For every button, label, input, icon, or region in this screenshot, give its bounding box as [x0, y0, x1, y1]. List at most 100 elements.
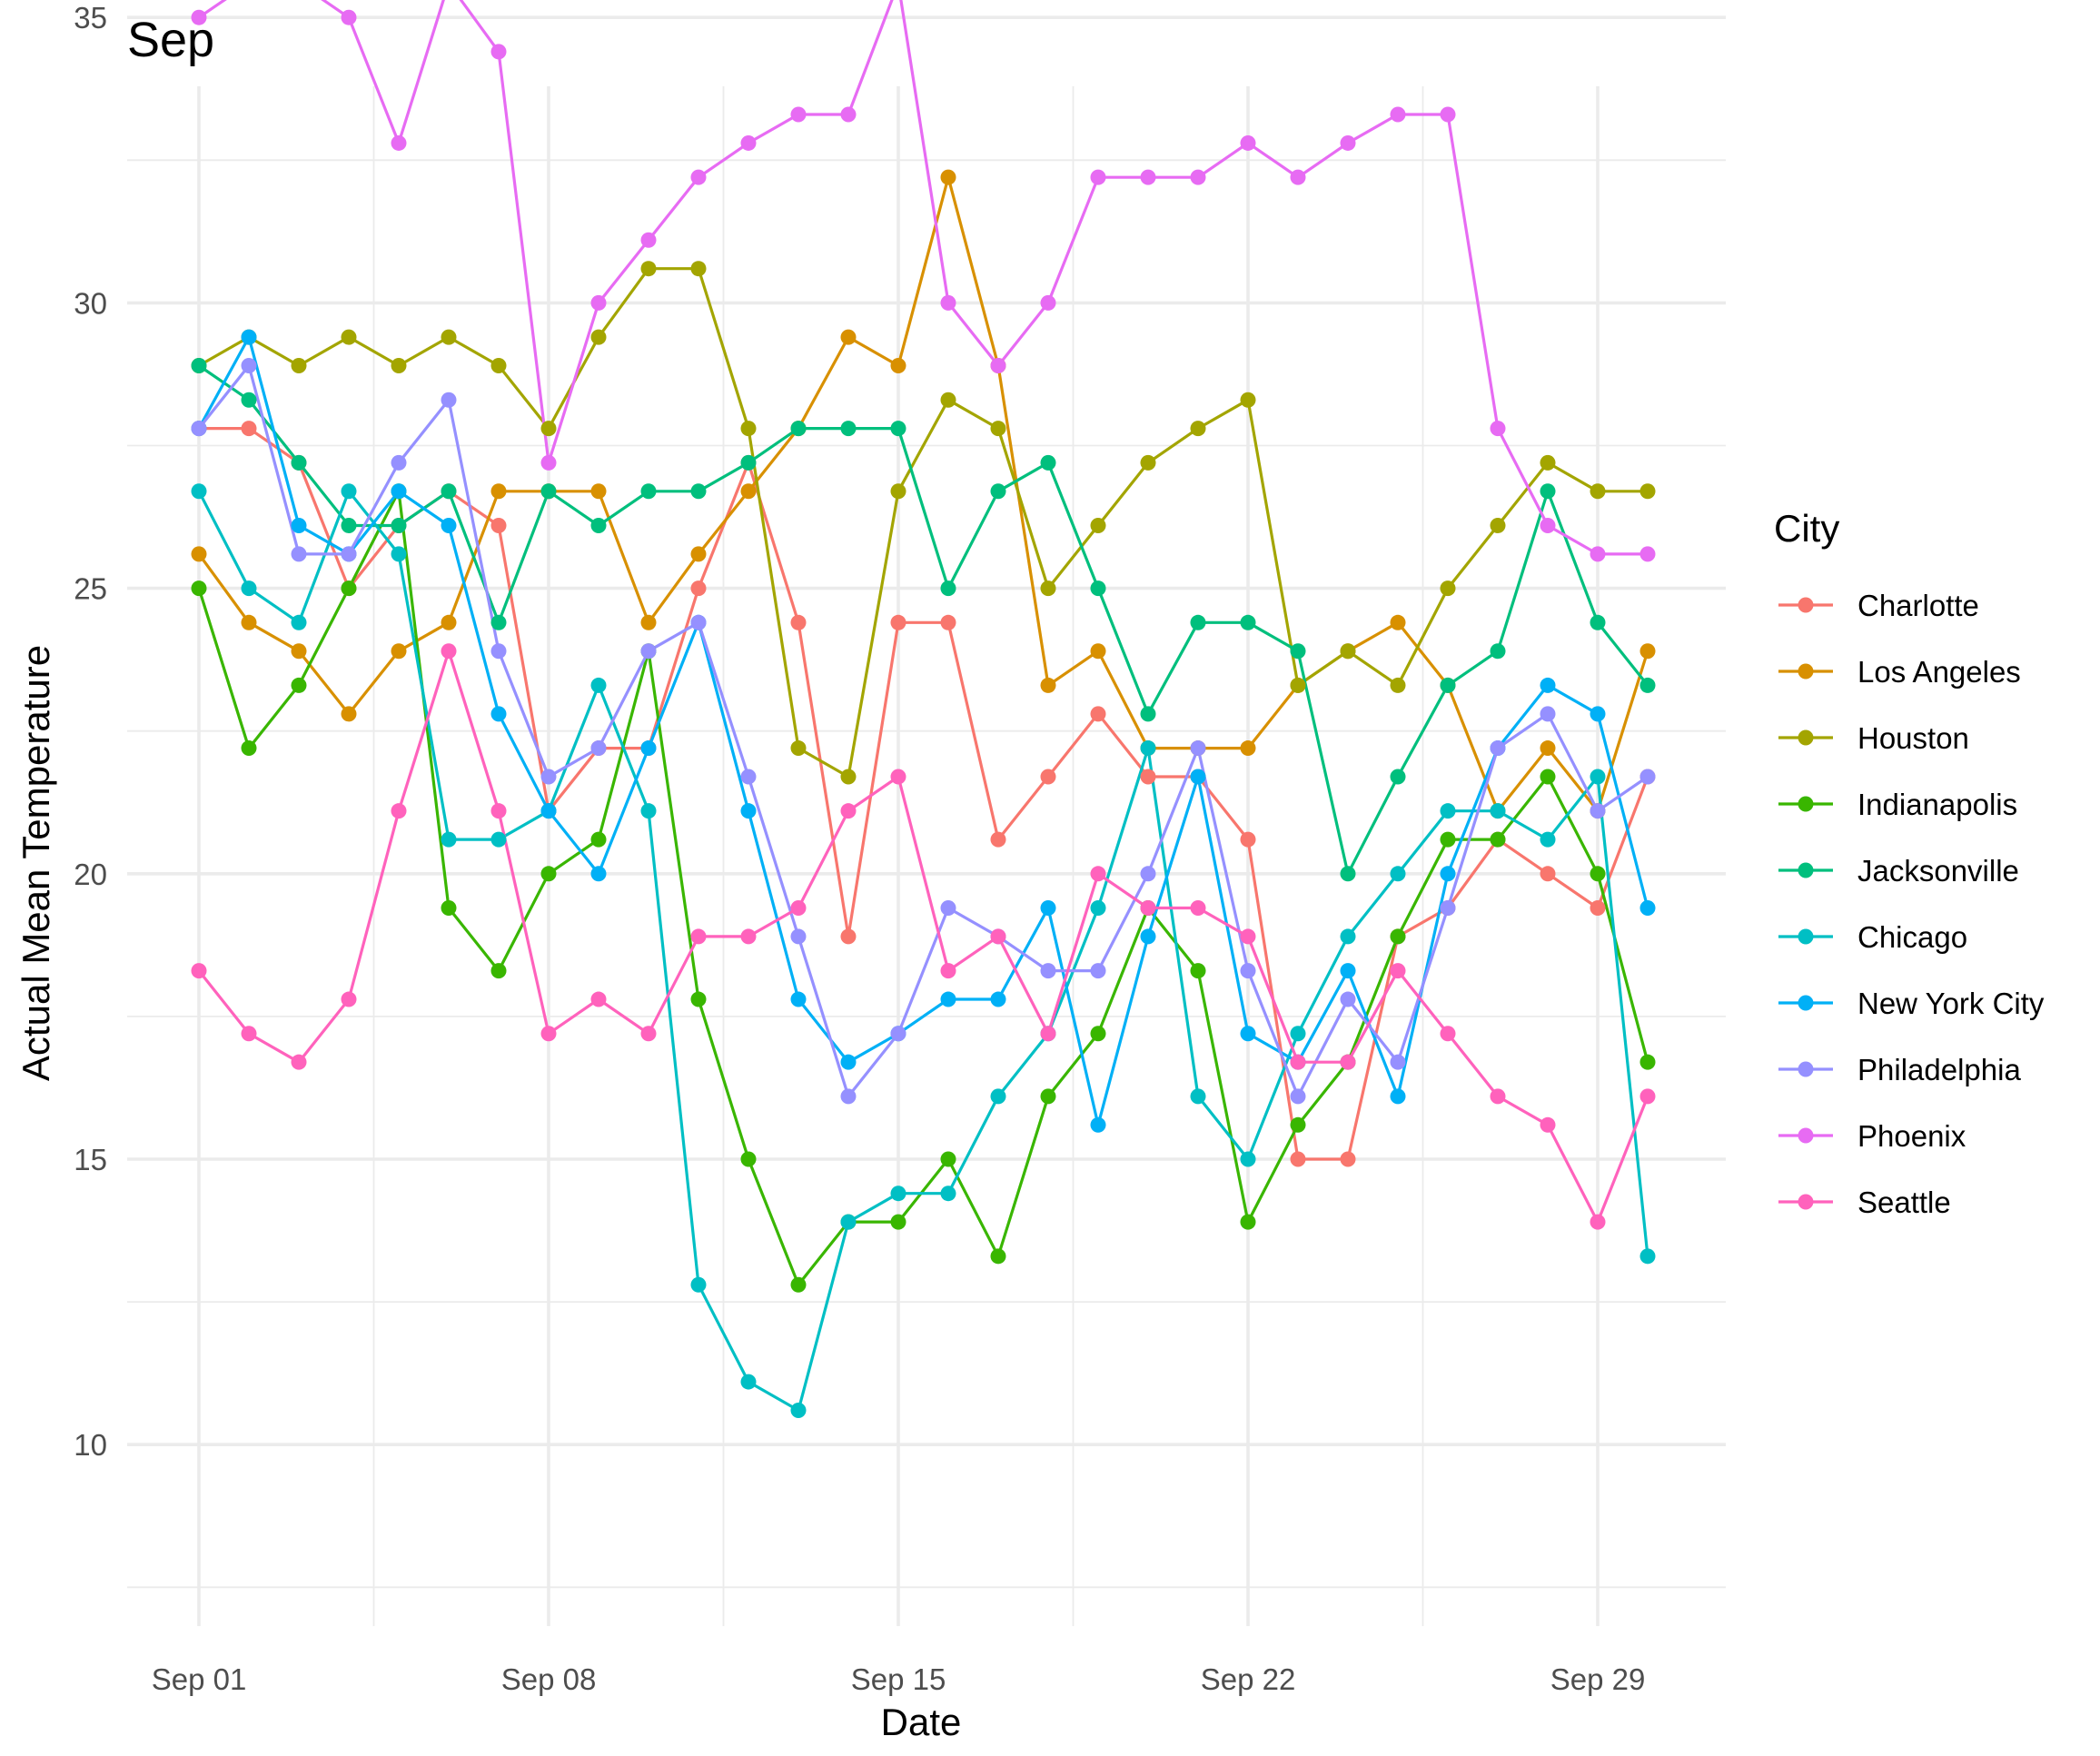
data-point — [241, 740, 257, 757]
y-axis-tick-labels: 10 15 20 25 30 35 — [74, 1, 107, 1462]
data-point — [391, 454, 407, 471]
y-axis-title: Actual Mean Temperature — [15, 645, 57, 1081]
legend-label: Philadelphia — [1857, 1053, 2021, 1086]
data-point — [241, 329, 257, 345]
data-point — [1590, 866, 1606, 882]
data-point — [1390, 677, 1406, 693]
data-point — [790, 106, 807, 123]
data-point — [990, 483, 1006, 500]
data-point — [790, 928, 807, 945]
data-point — [690, 261, 707, 277]
data-point — [441, 643, 457, 660]
data-point — [341, 580, 357, 597]
series-line — [197, 363, 1649, 1098]
data-point — [740, 454, 757, 471]
legend-label: Jacksonville — [1857, 854, 2019, 888]
data-point — [590, 483, 607, 500]
data-point — [1340, 928, 1356, 945]
legend-key-point — [1798, 928, 1814, 945]
data-point — [990, 1088, 1006, 1105]
data-point — [191, 483, 207, 500]
data-point — [1390, 106, 1406, 123]
data-point — [1190, 740, 1206, 757]
data-point — [490, 706, 507, 722]
data-point — [1540, 740, 1556, 757]
data-point — [1390, 1088, 1406, 1105]
data-point — [740, 134, 757, 151]
data-point — [790, 421, 807, 437]
data-point — [640, 740, 657, 757]
data-point — [1540, 866, 1556, 882]
data-point — [940, 294, 956, 311]
data-point — [1340, 991, 1356, 1007]
data-point — [740, 1374, 757, 1390]
data-point — [1190, 963, 1206, 979]
data-point — [191, 963, 207, 979]
data-point — [1190, 421, 1206, 437]
series-line — [197, 175, 1649, 813]
data-point — [1190, 900, 1206, 917]
data-point — [1639, 643, 1656, 660]
data-point — [1390, 1054, 1406, 1070]
y-tick-label: 15 — [74, 1143, 107, 1176]
data-point — [1440, 580, 1456, 597]
data-point — [1090, 900, 1106, 917]
data-point — [690, 1276, 707, 1293]
data-point — [940, 392, 956, 408]
data-point — [1639, 483, 1656, 500]
data-point — [441, 831, 457, 848]
data-point — [590, 517, 607, 533]
series-line — [199, 427, 1649, 1161]
data-point — [1440, 831, 1456, 848]
data-point — [1140, 900, 1156, 917]
data-point — [890, 483, 906, 500]
legend-label: Chicago — [1857, 920, 1967, 954]
data-point — [640, 614, 657, 630]
data-point — [1590, 546, 1606, 562]
series-points — [191, 9, 1656, 1418]
data-point — [490, 643, 507, 660]
data-point — [1390, 928, 1406, 945]
data-point — [1590, 1214, 1606, 1230]
data-point — [1090, 517, 1106, 533]
data-point — [291, 546, 307, 562]
data-point — [1490, 517, 1506, 533]
data-point — [640, 643, 657, 660]
data-point — [1040, 294, 1056, 311]
data-point — [1540, 677, 1556, 693]
data-point — [1440, 1026, 1456, 1042]
data-point — [840, 329, 857, 345]
data-point — [690, 928, 707, 945]
data-point — [191, 358, 207, 374]
data-point — [1340, 643, 1356, 660]
data-point — [291, 517, 307, 533]
data-point — [1490, 831, 1506, 848]
data-point — [1140, 706, 1156, 722]
data-point — [241, 421, 257, 437]
data-point — [990, 358, 1006, 374]
data-point — [391, 134, 407, 151]
data-point — [341, 546, 357, 562]
data-point — [840, 1214, 857, 1230]
data-point — [890, 1026, 906, 1042]
data-point — [1540, 1116, 1556, 1133]
data-point — [1290, 1088, 1306, 1105]
data-point — [341, 991, 357, 1007]
data-point — [640, 232, 657, 248]
legend-key-point — [1798, 862, 1814, 878]
data-point — [740, 928, 757, 945]
x-tick-label: Sep 15 — [851, 1662, 946, 1696]
data-point — [241, 580, 257, 597]
data-point — [1090, 706, 1106, 722]
data-point — [740, 483, 757, 500]
data-point — [940, 963, 956, 979]
data-point — [940, 900, 956, 917]
major-gridlines — [127, 15, 1726, 1626]
data-point — [740, 803, 757, 819]
data-point — [840, 421, 857, 437]
data-point — [191, 421, 207, 437]
data-point — [1290, 1054, 1306, 1070]
legend-title: City — [1774, 507, 1839, 550]
legend-key-point — [1798, 995, 1814, 1011]
data-point — [640, 803, 657, 819]
